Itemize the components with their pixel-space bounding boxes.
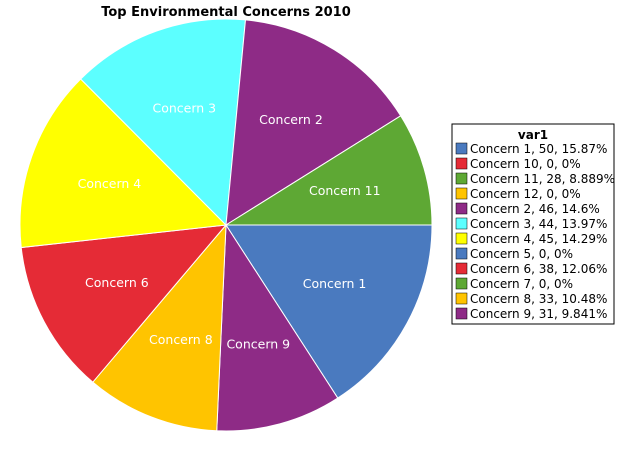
legend-swatch (455, 157, 468, 170)
legend-swatch (455, 187, 468, 200)
legend-item-label: Concern 12, 0, 0% (470, 187, 581, 201)
legend-item-label: Concern 10, 0, 0% (470, 157, 581, 171)
chart-title: Top Environmental Concerns 2010 (101, 5, 351, 20)
legend: var1 Concern 1, 50, 15.87%Concern 10, 0,… (451, 123, 615, 325)
slice-label-concern-4: Concern 4 (78, 176, 142, 191)
pie-slice-concern-2 (225, 19, 402, 226)
slice-label-concern-9: Concern 9 (226, 336, 290, 351)
legend-swatch (455, 142, 468, 155)
legend-item-label: Concern 7, 0, 0% (470, 277, 573, 291)
slice-label-concern-6: Concern 6 (85, 275, 149, 290)
legend-item-label: Concern 3, 44, 13.97% (470, 217, 607, 231)
legend-title: var1 (518, 128, 548, 142)
legend-swatch (455, 307, 468, 320)
legend-item-label: Concern 4, 45, 14.29% (470, 232, 607, 246)
pie-slices (19, 18, 433, 432)
legend-swatch (455, 172, 468, 185)
pie-slice-concern-8 (92, 223, 227, 432)
legend-item-label: Concern 6, 38, 12.06% (470, 262, 607, 276)
slice-label-concern-2: Concern 2 (259, 112, 323, 127)
legend-swatch (455, 262, 468, 275)
pie-slice-concern-11 (224, 115, 433, 226)
legend-swatch (455, 217, 468, 230)
pie-slice-labels: Concern 1 Concern 9 Concern 8 Concern 6 Conc… (78, 101, 381, 352)
slice-label-concern-3: Concern 3 (152, 101, 216, 116)
legend-swatch (455, 277, 468, 290)
legend-swatch (455, 232, 468, 245)
pie-slice-concern-6 (20, 224, 228, 383)
pie-slice-concern-4 (19, 78, 228, 249)
legend-item-label: Concern 1, 50, 15.87% (470, 142, 607, 156)
pie-slice-concern-3 (79, 18, 247, 227)
legend-item-label: Concern 8, 33, 10.48% (470, 292, 607, 306)
legend-box (451, 123, 615, 325)
slice-label-concern-8: Concern 8 (149, 332, 213, 347)
pie-slice-concern-9 (216, 223, 339, 432)
legend-swatch (455, 292, 468, 305)
pie-slice-concern-1 (225, 224, 433, 399)
legend-items: Concern 1, 50, 15.87%Concern 10, 0, 0%Co… (455, 142, 615, 321)
slice-label-concern-1: Concern 1 (303, 276, 367, 291)
slice-label-concern-11: Concern 11 (309, 183, 381, 198)
legend-swatch (455, 247, 468, 260)
legend-item-label: Concern 9, 31, 9.841% (470, 307, 607, 321)
legend-swatch (455, 202, 468, 215)
legend-item-label: Concern 11, 28, 8.889% (470, 172, 615, 186)
legend-item-label: Concern 5, 0, 0% (470, 247, 573, 261)
legend-item-label: Concern 2, 46, 14.6% (470, 202, 600, 216)
